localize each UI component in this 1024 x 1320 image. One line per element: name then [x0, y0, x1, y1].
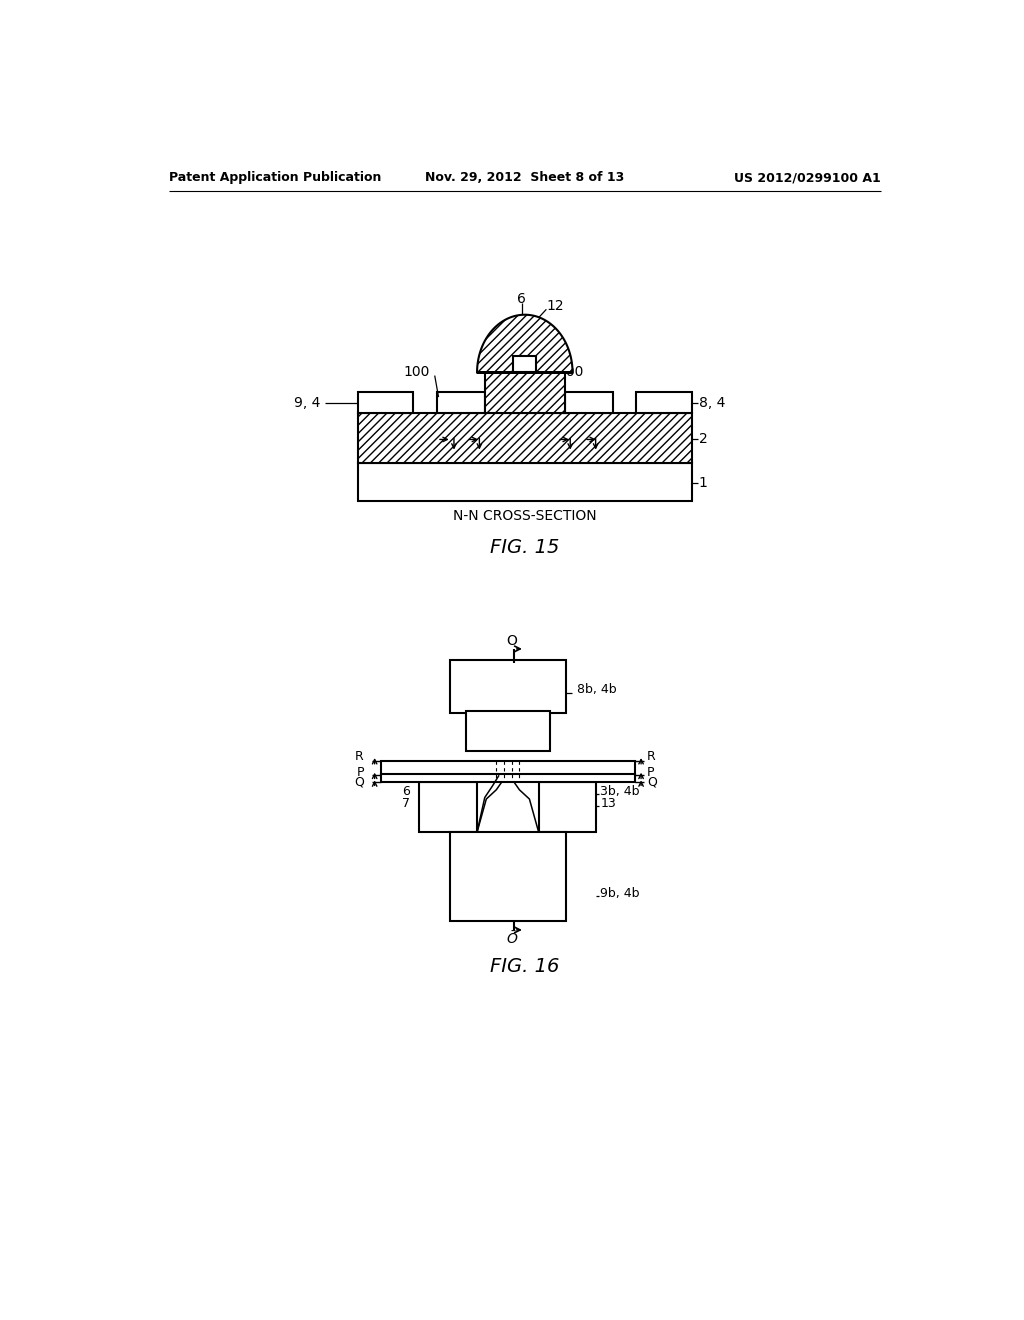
Text: 2: 2 [698, 433, 708, 446]
Text: 8b, 4b: 8b, 4b [578, 684, 616, 696]
Text: US 2012/0299100 A1: US 2012/0299100 A1 [734, 172, 881, 185]
Bar [466, 711, 550, 751]
Text: R: R [355, 750, 364, 763]
Bar [565, 392, 612, 412]
Bar [381, 775, 635, 781]
Bar [451, 660, 565, 713]
Bar [357, 413, 692, 462]
Bar [357, 392, 413, 412]
Text: $\bar{O}$: $\bar{O}$ [506, 931, 519, 946]
Bar [637, 392, 692, 412]
Text: 13: 13 [600, 797, 616, 810]
Bar [451, 832, 565, 921]
Polygon shape [477, 314, 572, 372]
Text: Q: Q [354, 776, 364, 788]
Text: 1: 1 [698, 477, 708, 490]
Text: 12: 12 [547, 300, 564, 313]
Text: Nov. 29, 2012  Sheet 8 of 13: Nov. 29, 2012 Sheet 8 of 13 [425, 172, 625, 185]
Bar [357, 462, 692, 502]
Bar [419, 781, 477, 832]
Text: 9b, 4b: 9b, 4b [600, 887, 640, 900]
Text: R: R [647, 750, 656, 763]
Text: Q: Q [647, 776, 657, 788]
Text: 6: 6 [517, 292, 526, 305]
Text: N-N CROSS-SECTION: N-N CROSS-SECTION [453, 510, 597, 524]
Text: 6: 6 [402, 785, 410, 797]
Text: 7: 7 [402, 797, 410, 810]
Text: P: P [356, 767, 364, 779]
Text: P: P [647, 767, 654, 779]
Text: Patent Application Publication: Patent Application Publication [169, 172, 381, 185]
Text: 9, 4: 9, 4 [294, 396, 321, 411]
Bar [539, 781, 596, 832]
Bar [484, 372, 565, 412]
Text: FIG. 16: FIG. 16 [490, 957, 559, 977]
Text: 100: 100 [403, 366, 430, 379]
Text: 100: 100 [557, 366, 584, 379]
Bar [513, 355, 537, 372]
Text: FIG. 15: FIG. 15 [490, 537, 559, 557]
Text: 8, 4: 8, 4 [698, 396, 725, 411]
Text: 3b, 4b: 3b, 4b [600, 785, 640, 797]
Text: O: O [506, 634, 517, 648]
Bar [437, 392, 484, 412]
Bar [381, 760, 635, 776]
